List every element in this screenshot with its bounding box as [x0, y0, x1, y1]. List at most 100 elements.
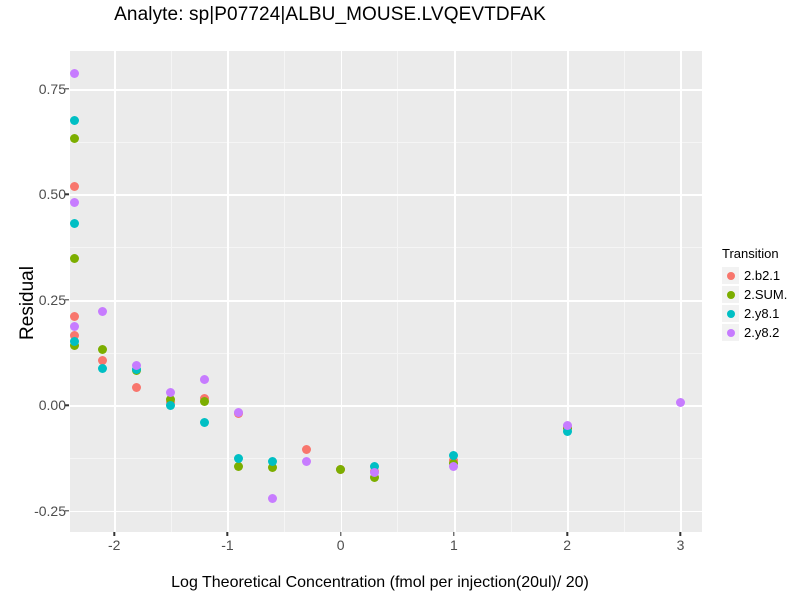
legend-item-label: 2.b2.1 — [744, 268, 781, 283]
x-axis-label: Log Theoretical Concentration (fmol per … — [171, 574, 589, 591]
legend-item-label: 2.y8.1 — [744, 306, 780, 321]
grid-line-horizontal — [70, 405, 702, 407]
grid-line-minor-horizontal — [70, 247, 702, 249]
data-point — [98, 307, 108, 317]
data-point — [98, 363, 108, 373]
y-axis-label: Residual — [17, 266, 38, 340]
x-axis-tick-label: 3 — [676, 537, 685, 553]
x-axis-tick-mark — [339, 532, 342, 536]
grid-line-horizontal — [70, 299, 702, 302]
legend-item[interactable]: 2.y8.2 — [722, 323, 800, 342]
data-point — [166, 387, 176, 397]
data-point — [70, 254, 80, 264]
data-point — [675, 397, 685, 407]
legend-item-label: 2.SUM. — [744, 287, 788, 302]
grid-line-minor-vertical — [623, 51, 625, 532]
data-point — [70, 312, 80, 322]
data-point — [98, 355, 108, 365]
y-axis-tick-label: 0.00 — [38, 397, 66, 414]
data-point — [166, 395, 176, 405]
data-point — [70, 69, 80, 79]
data-point — [234, 407, 244, 417]
data-point — [70, 134, 80, 144]
data-point — [70, 322, 80, 332]
grid-line-minor-vertical — [284, 51, 286, 532]
data-point — [302, 444, 312, 454]
legend-dot-icon — [726, 309, 735, 318]
y-axis-tick-mark — [65, 404, 69, 407]
grid-line-vertical — [340, 51, 343, 532]
legend-item[interactable]: 2.SUM. — [722, 285, 800, 304]
data-point — [268, 457, 278, 467]
legend: Transition 2.b2.1 2.SUM. 2.y8.1 2.y8.2 — [722, 246, 800, 342]
data-point — [234, 461, 244, 471]
data-point — [449, 461, 459, 471]
x-axis-tick-mark — [226, 532, 229, 536]
data-point — [562, 427, 572, 437]
grid-line-vertical — [114, 51, 116, 532]
data-point — [370, 473, 380, 483]
data-point — [70, 331, 80, 341]
data-point — [200, 374, 210, 384]
x-axis-tick-mark — [566, 532, 568, 536]
data-point — [302, 457, 312, 467]
grid-line-vertical — [567, 51, 569, 532]
grid-line-minor-horizontal — [70, 458, 702, 460]
grid-line-horizontal — [70, 194, 702, 197]
data-point — [200, 396, 210, 406]
x-axis-tick-mark — [453, 532, 455, 536]
legend-key-swatch — [722, 286, 739, 303]
grid-line-horizontal — [70, 88, 702, 91]
x-axis-tick-mark — [113, 532, 115, 536]
data-point — [70, 181, 80, 191]
data-point — [70, 198, 80, 208]
legend-item[interactable]: 2.y8.1 — [722, 304, 800, 323]
grid-line-vertical — [453, 51, 456, 532]
grid-line-minor-vertical — [170, 51, 172, 532]
page-title: Analyte: sp|P07724|ALBU_MOUSE.LVQEVTDFAK — [114, 4, 546, 25]
grid-line-horizontal — [70, 510, 702, 513]
x-axis-tick-label: -1 — [221, 537, 234, 553]
data-point — [370, 468, 380, 478]
y-axis-tick-mark — [65, 88, 69, 90]
data-point — [70, 219, 80, 229]
y-axis-tick-label: 0.50 — [38, 186, 66, 203]
grid-line-minor-horizontal — [70, 141, 702, 143]
data-point — [132, 360, 142, 370]
y-axis-tick-mark — [65, 510, 69, 512]
data-point — [70, 336, 80, 346]
data-point — [234, 454, 244, 464]
grid-line-vertical — [227, 51, 230, 532]
data-point — [268, 494, 278, 504]
data-point — [336, 465, 346, 475]
legend-key-swatch — [722, 267, 739, 284]
y-axis-tick-label: -0.25 — [34, 502, 66, 519]
x-axis-tick-label: 0 — [336, 537, 345, 553]
x-axis-tick-label: -2 — [107, 537, 121, 553]
grid-line-minor-horizontal — [70, 352, 702, 354]
data-point — [370, 462, 380, 472]
data-point — [166, 400, 176, 410]
y-axis-tick-mark — [65, 299, 69, 301]
x-axis-tick-mark — [679, 532, 682, 536]
data-point — [449, 450, 459, 460]
legend-items: 2.b2.1 2.SUM. 2.y8.1 2.y8.2 — [722, 266, 800, 342]
legend-dot-icon — [726, 328, 735, 337]
data-point — [200, 417, 210, 427]
grid-line-minor-vertical — [510, 51, 512, 532]
legend-item[interactable]: 2.b2.1 — [722, 266, 800, 285]
y-axis-tick-label: 0.25 — [38, 291, 66, 308]
data-point — [132, 382, 142, 392]
y-axis-tick-label: 0.75 — [38, 80, 66, 97]
grid-line-minor-vertical — [397, 51, 399, 532]
x-axis-tick-label: 2 — [563, 537, 572, 553]
data-point — [70, 115, 80, 125]
legend-key-swatch — [722, 324, 739, 341]
data-point — [562, 421, 572, 431]
data-point — [268, 462, 278, 472]
data-point — [98, 345, 108, 355]
legend-title: Transition — [722, 246, 779, 261]
legend-dot-icon — [726, 290, 735, 299]
legend-item-label: 2.y8.2 — [744, 325, 780, 340]
